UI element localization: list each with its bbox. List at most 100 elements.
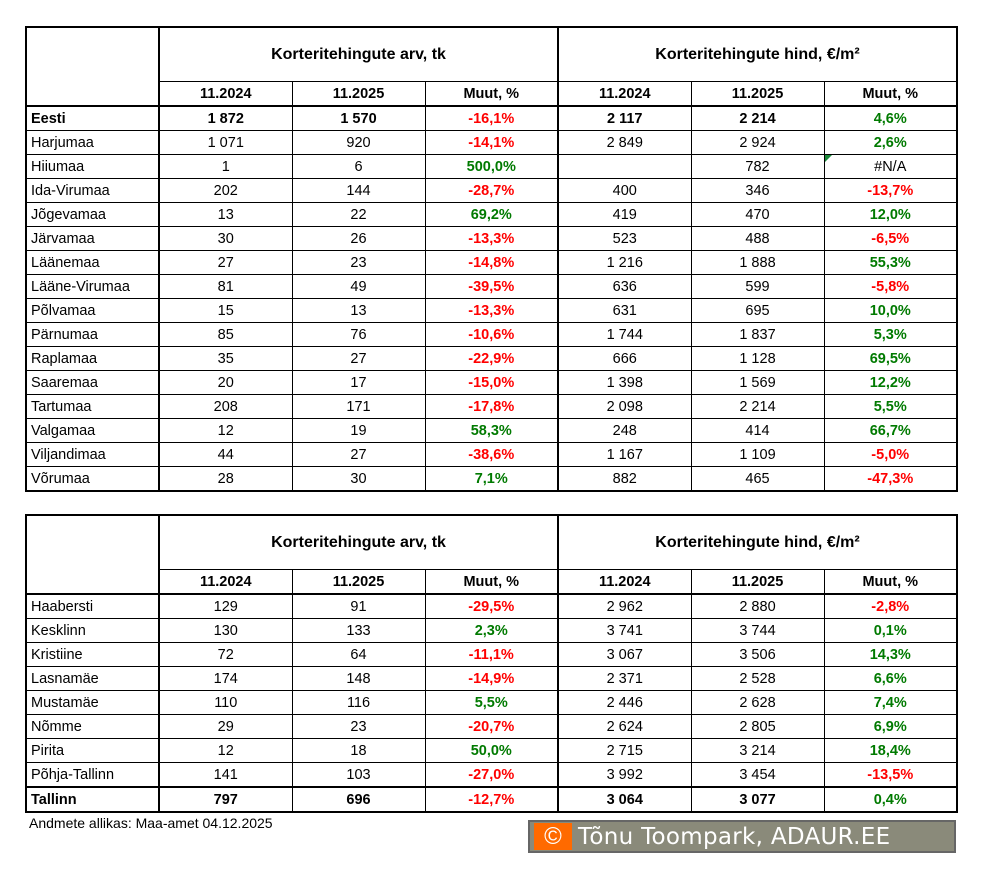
region-name: Mustamäe: [25, 690, 160, 715]
price-2025: 2 528: [690, 666, 825, 691]
price-change: 7,4%: [823, 690, 958, 715]
table-row: Hiiumaa 1 6 500,0% 782 #N/A: [25, 154, 958, 179]
table-row: Raplamaa 35 27 -22,9% 666 1 128 69,5%: [25, 346, 958, 371]
price-2024: 2 098: [557, 394, 692, 419]
tallinn-district-table: Korteritehingute arv, tk Korteritehingut…: [25, 514, 958, 813]
price-change: -6,5%: [823, 226, 958, 251]
column-header: 11.2025: [690, 569, 825, 595]
price-change-value: 5,3%: [873, 326, 907, 343]
region-name: Lasnamäe: [25, 666, 160, 691]
price-change: 55,3%: [823, 250, 958, 275]
price-change: 6,6%: [823, 666, 958, 691]
table-row: Pärnumaa 85 76 -10,6% 1 744 1 837 5,3%: [25, 322, 958, 347]
price-change: 10,0%: [823, 298, 958, 323]
count-change: 2,3%: [424, 618, 559, 643]
count-2025: 144: [291, 178, 426, 203]
price-2025: 3 454: [690, 762, 825, 788]
price-change: -2,8%: [823, 593, 958, 619]
price-change-value: 12,0%: [869, 206, 911, 223]
price-change-value: #N/A: [874, 158, 907, 175]
price-change: 12,0%: [823, 202, 958, 227]
price-change: -5,0%: [823, 442, 958, 467]
region-name: Põlvamaa: [25, 298, 160, 323]
price-2024: 2 962: [557, 593, 692, 619]
price-change: -47,3%: [823, 466, 958, 492]
count-2025: 17: [291, 370, 426, 395]
price-2024: 2 446: [557, 690, 692, 715]
price-2025: 2 214: [690, 105, 825, 131]
column-header: 11.2024: [557, 569, 692, 595]
table-row: Nõmme 29 23 -20,7% 2 624 2 805 6,9%: [25, 714, 958, 739]
region-name: Ida-Virumaa: [25, 178, 160, 203]
price-2025: 1 128: [690, 346, 825, 371]
price-change-value: -2,8%: [871, 598, 910, 615]
count-2025: 148: [291, 666, 426, 691]
price-2024: 419: [557, 202, 692, 227]
count-2025: 23: [291, 714, 426, 739]
price-change-value: 55,3%: [869, 254, 911, 271]
count-2024: 130: [158, 618, 293, 643]
price-2024: 3 067: [557, 642, 692, 667]
region-name: Põhja-Tallinn: [25, 762, 160, 788]
count-2025: 64: [291, 642, 426, 667]
count-2024: 28: [158, 466, 293, 492]
price-change-value: 14,3%: [869, 646, 911, 663]
region-name: Tallinn: [25, 786, 160, 813]
count-change: -15,0%: [424, 370, 559, 395]
price-change: 12,2%: [823, 370, 958, 395]
column-header-row: 11.2024 11.2025 Muut, % 11.2024 11.2025 Muut,…: [26, 81, 958, 107]
price-change-value: 66,7%: [869, 422, 911, 439]
price-2025: 2 214: [690, 394, 825, 419]
table-row: Lasnamäe 174 148 -14,9% 2 371 2 528 6,6%: [25, 666, 958, 691]
count-2024: 174: [158, 666, 293, 691]
count-2024: 81: [158, 274, 293, 299]
table-row: Viljandimaa 44 27 -38,6% 1 167 1 109 -5,…: [25, 442, 958, 467]
price-2025: 3 744: [690, 618, 825, 643]
count-2025: 22: [291, 202, 426, 227]
region-name: Hiiumaa: [25, 154, 160, 179]
price-change-value: 10,0%: [869, 302, 911, 319]
price-2024: 248: [557, 418, 692, 443]
region-name: Harjumaa: [25, 130, 160, 155]
price-2025: 488: [690, 226, 825, 251]
count-change: -13,3%: [424, 298, 559, 323]
price-change-value: 6,6%: [873, 670, 907, 687]
price-2024: 1 216: [557, 250, 692, 275]
table-row: Lääne-Virumaa 81 49 -39,5% 636 599 -5,8%: [25, 274, 958, 299]
price-2025: 1 837: [690, 322, 825, 347]
region-name: Nõmme: [25, 714, 160, 739]
price-2024: 882: [557, 466, 692, 492]
price-change-value: 0,4%: [873, 791, 907, 808]
count-group-header: Korteritehingute arv, tk: [158, 514, 559, 570]
column-header: 11.2025: [291, 569, 426, 595]
count-2024: 85: [158, 322, 293, 347]
price-change: 69,5%: [823, 346, 958, 371]
count-2024: 15: [158, 298, 293, 323]
region-name: Viljandimaa: [25, 442, 160, 467]
count-2024: 110: [158, 690, 293, 715]
price-2024: 400: [557, 178, 692, 203]
price-2024: 1 167: [557, 442, 692, 467]
price-change-value: -13,5%: [867, 766, 914, 783]
count-2024: 202: [158, 178, 293, 203]
region-name: Kristiine: [25, 642, 160, 667]
column-header: 11.2025: [291, 81, 426, 107]
price-2025: 2 628: [690, 690, 825, 715]
price-change: 6,9%: [823, 714, 958, 739]
price-2024: 3 064: [557, 786, 692, 813]
price-2025: 414: [690, 418, 825, 443]
table-row: Jõgevamaa 13 22 69,2% 419 470 12,0%: [25, 202, 958, 227]
price-2025: 2 880: [690, 593, 825, 619]
count-2025: 920: [291, 130, 426, 155]
table-row: Haabersti 129 91 -29,5% 2 962 2 880 -2,8…: [25, 593, 958, 619]
table-row: Eesti 1 872 1 570 -16,1% 2 117 2 214 4,6…: [25, 105, 958, 131]
price-change: -13,5%: [823, 762, 958, 788]
count-change: -39,5%: [424, 274, 559, 299]
count-2024: 1: [158, 154, 293, 179]
count-change: -16,1%: [424, 105, 559, 131]
count-2025: 26: [291, 226, 426, 251]
corner-cell: [25, 26, 160, 107]
table-row: Mustamäe 110 116 5,5% 2 446 2 628 7,4%: [25, 690, 958, 715]
count-change: 69,2%: [424, 202, 559, 227]
count-2025: 171: [291, 394, 426, 419]
